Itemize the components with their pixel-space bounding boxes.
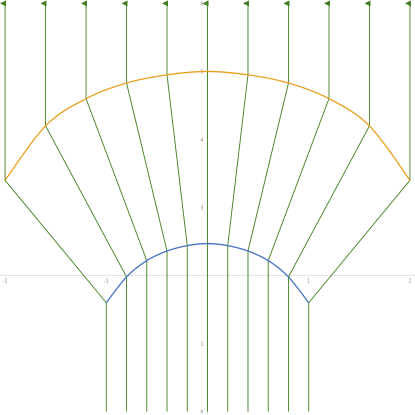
ray-5	[162, 0, 188, 412]
y-tick-label: 0	[200, 410, 203, 415]
ray-9	[267, 0, 330, 412]
tick-labels: -2 -1 1 2 0 1 3 4 5 6	[3, 1, 412, 415]
outer-arc	[4, 70, 411, 181]
inner-arc	[105, 242, 310, 304]
ray-3	[81, 0, 148, 412]
y-tick-label: 4	[200, 137, 203, 143]
x-tick-label: 1	[307, 279, 310, 285]
ray-7	[227, 0, 249, 412]
y-tick-label: 1	[200, 342, 203, 348]
y-tick-label: 6	[200, 1, 203, 7]
y-tick-label: 3	[200, 206, 203, 212]
x-tick-label: -2	[3, 279, 8, 285]
ray-2	[40, 0, 127, 412]
ray-11	[308, 0, 411, 412]
x-tick-label: -1	[104, 279, 109, 285]
ray-8	[247, 0, 290, 412]
ray-10	[288, 0, 371, 412]
ray-1	[0, 0, 107, 412]
y-tick-label: 5	[200, 69, 203, 75]
ray-4	[121, 0, 168, 412]
x-tick-label: 2	[408, 279, 411, 285]
arcs	[4, 70, 411, 304]
